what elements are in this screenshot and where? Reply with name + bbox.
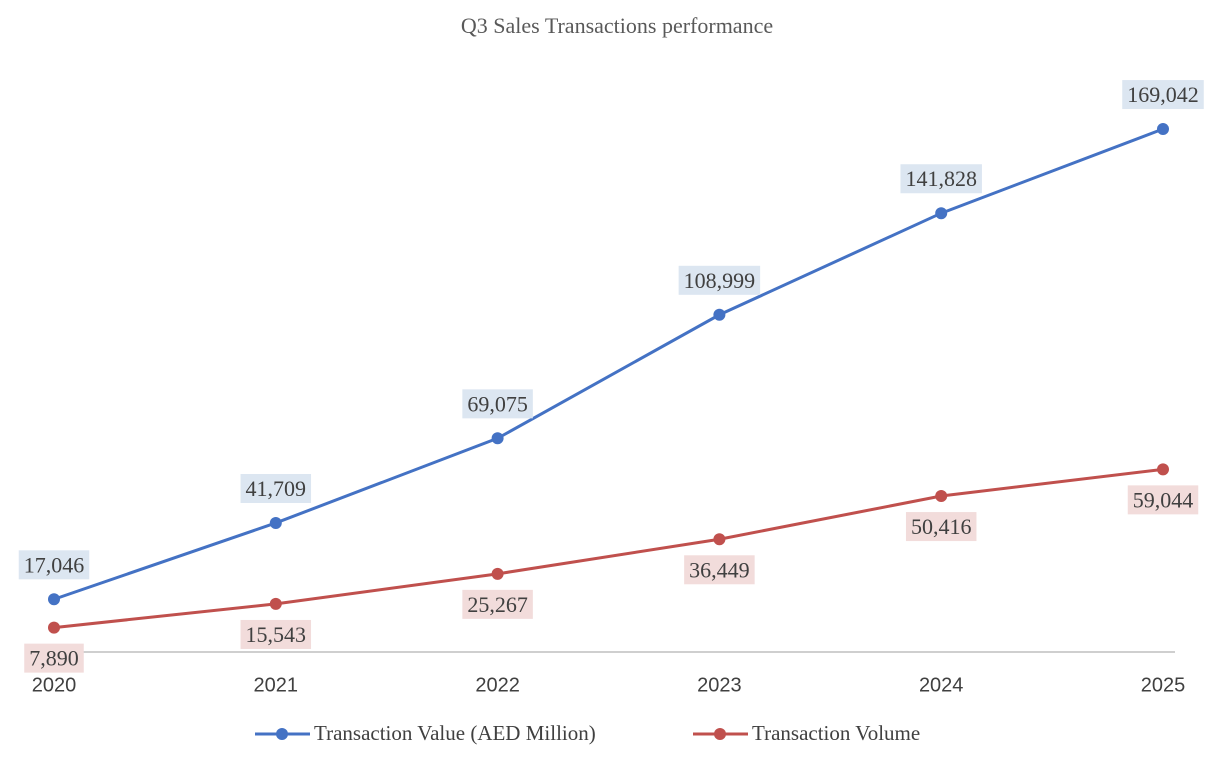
data-label: 41,709	[246, 476, 307, 501]
data-label: 141,828	[905, 166, 977, 191]
point	[269, 597, 282, 610]
legend-marker	[714, 728, 726, 740]
data-label: 108,999	[684, 268, 756, 293]
point	[48, 593, 60, 606]
data-label-bg	[18, 550, 90, 580]
x-tick-label: 2023	[697, 674, 742, 696]
legend-label: Transaction Volume	[752, 721, 920, 745]
point	[935, 207, 948, 220]
legend-marker	[276, 728, 288, 740]
point	[491, 432, 504, 445]
data-label: 169,042	[1127, 82, 1199, 107]
data-label: 59,044	[1133, 487, 1194, 512]
data-label-bg	[24, 643, 84, 673]
point	[491, 567, 504, 580]
point	[935, 490, 948, 503]
point	[713, 533, 726, 546]
point	[1157, 123, 1169, 135]
x-tick-label: 2025	[1141, 674, 1186, 696]
point	[269, 516, 282, 529]
series-line	[53, 127, 1164, 601]
data-label-bg	[240, 619, 312, 649]
data-label-bg	[684, 555, 755, 585]
data-label: 50,416	[911, 514, 972, 539]
data-label: 17,046	[24, 552, 85, 577]
data-label: 25,267	[467, 592, 528, 617]
chart-title: Q3 Sales Transactions performance	[461, 13, 773, 38]
point	[48, 621, 60, 634]
data-label-bg	[900, 164, 982, 194]
point	[713, 308, 726, 321]
data-label: 69,075	[467, 391, 528, 416]
data-label-bg	[462, 589, 533, 619]
data-label: 36,449	[689, 557, 750, 582]
point	[1157, 463, 1169, 476]
data-label: 15,543	[246, 622, 307, 647]
data-label-bg	[462, 389, 533, 419]
data-label-bg	[678, 265, 761, 295]
data-label: 7,890	[29, 646, 79, 671]
data-label-bg	[905, 512, 977, 542]
x-tick-label: 2022	[475, 674, 520, 696]
series-line	[53, 467, 1164, 630]
data-label-bg	[240, 474, 312, 504]
x-tick-label: 2024	[919, 674, 964, 696]
x-tick-label: 2021	[254, 674, 299, 696]
data-label-bg	[1122, 80, 1204, 110]
legend-label: Transaction Value (AED Million)	[314, 721, 596, 745]
data-label-bg	[1127, 485, 1199, 515]
x-tick-label: 2020	[32, 674, 77, 696]
